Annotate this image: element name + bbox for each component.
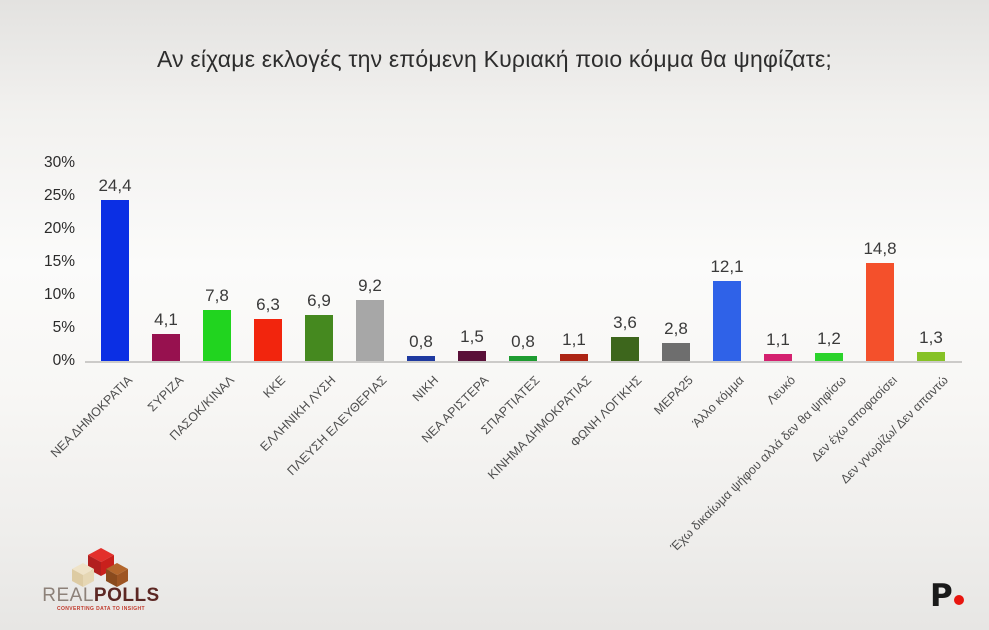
x-axis-line [85, 361, 962, 363]
bar-value-label-2: 4,1 [154, 309, 178, 329]
bar-17 [917, 352, 945, 361]
bar-value-label-10: 1,1 [562, 329, 586, 349]
realpolls-tagline: CONVERTING DATA TO INSIGHT [57, 606, 145, 612]
bar-value-label-8: 1,5 [460, 327, 484, 347]
bar-10 [560, 353, 588, 361]
x-axis-label-17: Δεν γνωρίζω/ Δεν απαντώ [837, 373, 951, 487]
bar-value-label-15: 1,2 [817, 329, 841, 349]
bar-1 [101, 199, 129, 361]
bar-16 [866, 263, 894, 361]
y-axis-tick-label: 5% [52, 319, 75, 336]
realpolls-word-polls: POLLS [93, 585, 160, 606]
realpolls-wordmark: REALPOLLS [36, 586, 166, 605]
network-logo-letter: P [930, 578, 953, 614]
bar-value-label-7: 0,8 [409, 331, 433, 351]
bar-value-label-12: 2,8 [664, 318, 688, 338]
y-axis-tick-label: 25% [43, 187, 75, 204]
bar-value-label-4: 6,3 [256, 295, 280, 315]
y-axis-tick-label: 30% [43, 154, 75, 171]
y-axis-tick-label: 0% [52, 352, 75, 369]
bar-6 [356, 300, 384, 361]
bar-13 [713, 281, 741, 361]
bar-value-label-5: 6,9 [307, 291, 331, 311]
bar-value-label-11: 3,6 [613, 313, 637, 333]
bar-7 [407, 355, 435, 361]
realpolls-logo: REALPOLLS CONVERTING DATA TO INSIGHT [36, 548, 166, 612]
bar-value-label-1: 24,4 [98, 175, 132, 195]
bar-4 [254, 319, 282, 361]
network-logo-red-dot-icon [953, 595, 964, 605]
bar-15 [815, 353, 843, 361]
bar-5 [305, 315, 333, 361]
y-axis-tick-label: 10% [43, 286, 75, 303]
network-logo: P [930, 578, 964, 614]
chart-title: Αν είχαμε εκλογές την επόμενη Κυριακή πο… [156, 46, 833, 72]
y-axis-tick-label: 20% [43, 220, 75, 237]
bar-9 [509, 355, 537, 361]
realpolls-word-real: REAL [42, 585, 94, 606]
bar-value-label-17: 1,3 [919, 328, 943, 348]
bar-2 [152, 333, 180, 361]
bar-14 [764, 353, 792, 361]
bar-11 [611, 337, 639, 361]
bar-value-label-14: 1,1 [766, 329, 790, 349]
bar-value-label-9: 0,8 [511, 331, 535, 351]
bar-value-label-6: 9,2 [358, 276, 382, 296]
bar-value-label-3: 7,8 [205, 285, 229, 305]
bar-8 [458, 351, 486, 361]
realpolls-cubes-icon [72, 548, 128, 587]
bar-3 [203, 309, 231, 361]
bar-value-label-13: 12,1 [710, 257, 744, 277]
bar-value-label-16: 14,8 [863, 239, 897, 259]
bar-12 [662, 342, 690, 361]
y-axis-tick-label: 15% [43, 253, 75, 270]
